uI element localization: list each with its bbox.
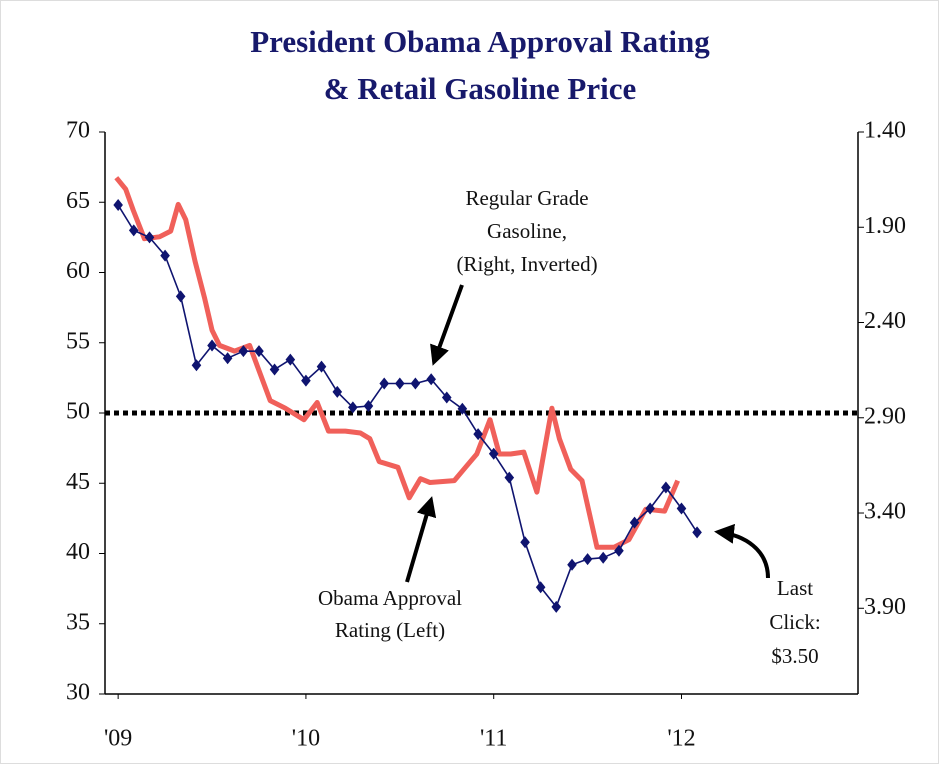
y-tick-label: 35 <box>66 609 90 635</box>
y2-tick-label: 3.40 <box>864 499 906 525</box>
y2-tick-label: 1.40 <box>864 118 906 144</box>
point <box>473 428 483 441</box>
point <box>567 558 577 571</box>
point <box>629 516 640 529</box>
point <box>254 345 264 358</box>
point <box>207 339 217 352</box>
x-tick-label: '10 <box>292 726 320 752</box>
point <box>488 447 499 460</box>
point <box>410 377 421 390</box>
y-tick-label: 60 <box>66 258 90 284</box>
point <box>316 360 327 373</box>
y-tick-label: 45 <box>66 469 90 495</box>
point <box>128 224 139 237</box>
point <box>551 600 562 613</box>
y2-tick-label: 3.90 <box>864 594 906 620</box>
x-tick-label: '11 <box>480 726 507 752</box>
point <box>535 581 546 594</box>
point <box>301 374 311 387</box>
arrow <box>714 523 770 579</box>
point <box>676 502 687 515</box>
series-line <box>114 176 680 550</box>
point <box>160 249 170 262</box>
y-tick-label: 65 <box>66 188 90 214</box>
point <box>332 385 343 398</box>
y2-tick-label: 1.90 <box>864 213 906 239</box>
point <box>379 377 390 390</box>
point <box>661 481 671 494</box>
chart-title: President Obama Approval Rating <box>250 24 710 59</box>
annotation: Last <box>777 576 813 600</box>
point <box>269 363 280 376</box>
point <box>520 536 530 549</box>
point <box>457 402 468 415</box>
y2-tick-label: 2.40 <box>864 308 906 334</box>
annotation: Click: <box>769 610 820 634</box>
point <box>426 373 436 386</box>
y-tick-label: 55 <box>66 328 90 354</box>
point <box>363 399 374 412</box>
point <box>113 199 123 212</box>
point <box>645 502 655 515</box>
point <box>504 471 515 484</box>
annotation: Obama Approval <box>318 586 462 610</box>
point <box>441 391 452 404</box>
chart-title: & Retail Gasoline Price <box>324 71 637 106</box>
x-tick-label: '12 <box>667 726 695 752</box>
x-tick-label: '09 <box>104 726 132 752</box>
annotation: (Right, Inverted) <box>456 252 597 276</box>
point <box>692 526 702 539</box>
point <box>222 352 233 365</box>
y-tick-label: 30 <box>66 680 90 706</box>
arrow <box>430 284 464 366</box>
y-tick-label: 70 <box>66 118 90 144</box>
annotation: Gasoline, <box>487 219 567 243</box>
point <box>582 553 593 566</box>
point <box>144 231 155 244</box>
arrow <box>405 496 437 583</box>
point <box>175 290 186 303</box>
point <box>238 345 249 358</box>
y-tick-label: 50 <box>66 399 90 425</box>
point <box>348 401 358 414</box>
point <box>598 551 608 564</box>
point <box>285 353 296 366</box>
annotation: Rating (Left) <box>335 618 445 642</box>
annotation: $3.50 <box>771 644 818 668</box>
y2-tick-label: 2.90 <box>864 403 906 429</box>
annotation: Regular Grade <box>465 186 588 210</box>
point <box>614 544 624 557</box>
point <box>395 377 405 390</box>
y-tick-label: 40 <box>66 539 90 565</box>
point <box>191 359 202 372</box>
